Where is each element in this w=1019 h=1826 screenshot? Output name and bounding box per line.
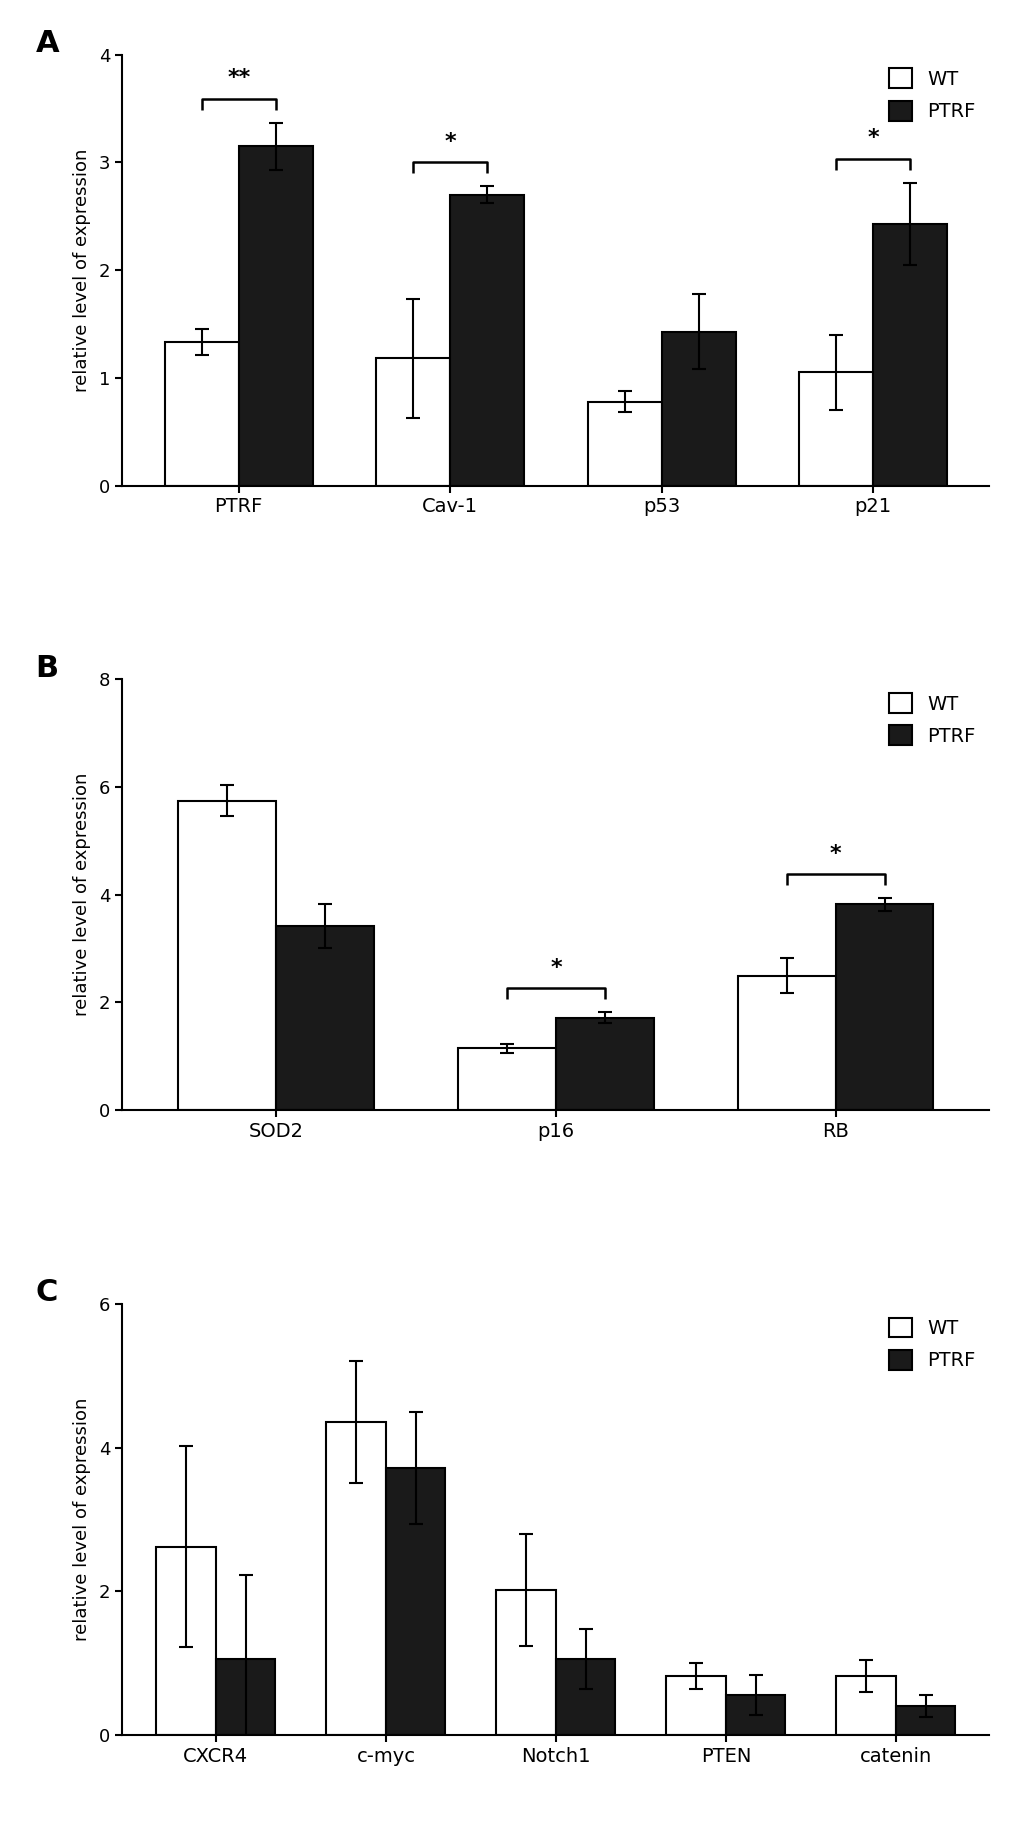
Bar bbox=[238, 146, 313, 486]
Bar bbox=[496, 1590, 555, 1735]
Bar bbox=[661, 332, 735, 486]
Bar bbox=[798, 373, 872, 486]
Legend: WT, PTRF: WT, PTRF bbox=[883, 1313, 978, 1375]
Legend: WT, PTRF: WT, PTRF bbox=[883, 64, 978, 124]
Bar bbox=[156, 1547, 216, 1735]
Bar bbox=[587, 402, 661, 486]
Text: *: * bbox=[828, 844, 841, 864]
Bar bbox=[216, 1660, 275, 1735]
Bar bbox=[895, 1705, 955, 1735]
Bar bbox=[376, 358, 449, 486]
Y-axis label: relative level of expression: relative level of expression bbox=[72, 148, 91, 393]
Y-axis label: relative level of expression: relative level of expression bbox=[72, 1397, 91, 1642]
Bar bbox=[872, 225, 947, 486]
Text: *: * bbox=[866, 128, 878, 148]
Bar bbox=[385, 1468, 445, 1735]
Bar bbox=[555, 1660, 614, 1735]
Bar bbox=[737, 975, 835, 1110]
Text: **: ** bbox=[227, 68, 250, 88]
Text: B: B bbox=[36, 654, 59, 683]
Text: A: A bbox=[36, 29, 59, 58]
Bar bbox=[326, 1422, 385, 1735]
Text: *: * bbox=[549, 957, 561, 977]
Bar bbox=[178, 800, 276, 1110]
Bar bbox=[836, 1676, 895, 1735]
Legend: WT, PTRF: WT, PTRF bbox=[883, 688, 978, 750]
Bar bbox=[164, 341, 238, 486]
Bar bbox=[726, 1695, 785, 1735]
Y-axis label: relative level of expression: relative level of expression bbox=[72, 772, 91, 1017]
Text: C: C bbox=[36, 1278, 58, 1307]
Bar bbox=[276, 926, 374, 1110]
Text: *: * bbox=[444, 131, 455, 152]
Bar bbox=[449, 195, 524, 486]
Bar bbox=[665, 1676, 726, 1735]
Bar bbox=[835, 904, 932, 1110]
Bar bbox=[555, 1017, 653, 1110]
Bar bbox=[458, 1048, 555, 1110]
